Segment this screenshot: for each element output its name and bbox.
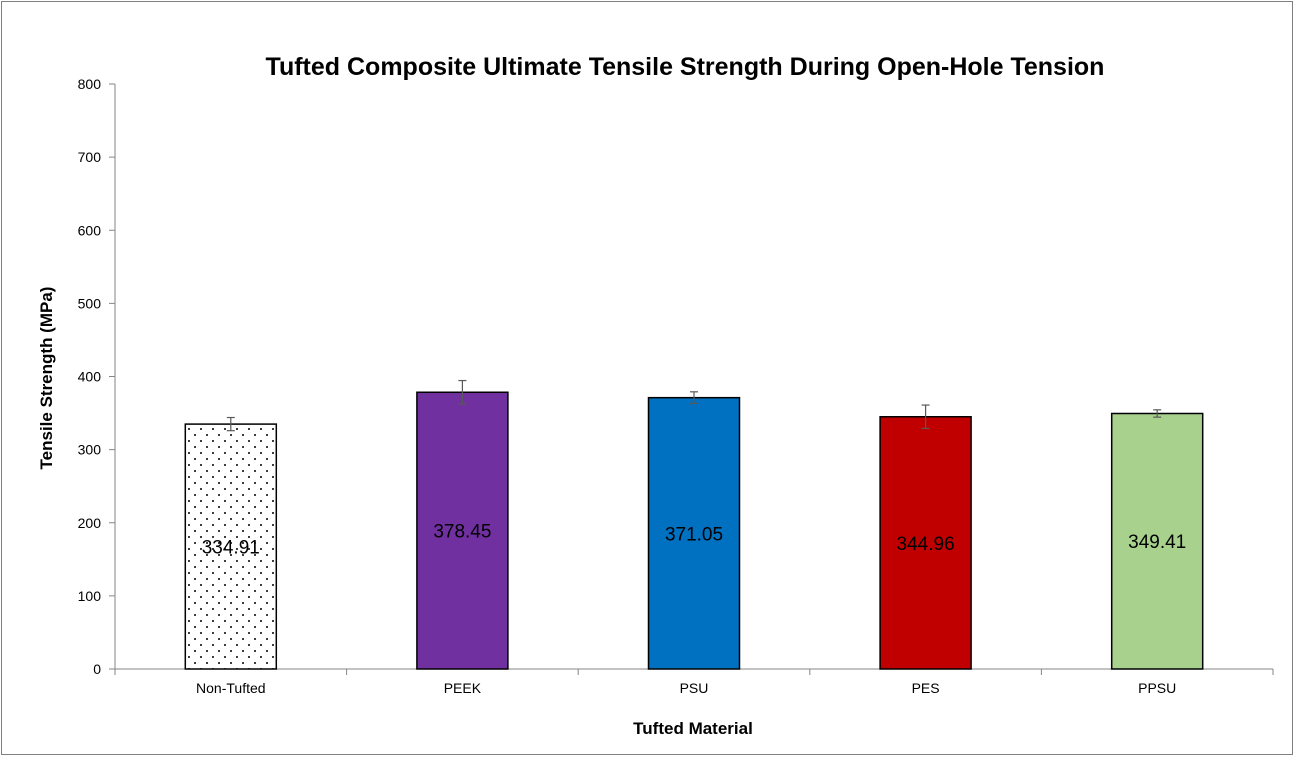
data-label: 349.41	[1128, 532, 1186, 553]
y-tick-label: 700	[78, 149, 102, 165]
data-label: 378.45	[433, 522, 491, 543]
bar-ppsu	[1110, 412, 1204, 670]
y-tick-label: 500	[78, 295, 102, 311]
data-label: 371.05	[665, 524, 723, 545]
x-tick-label: PEEK	[444, 680, 482, 696]
data-label: 334.91	[202, 538, 260, 559]
x-axis-title: Tufted Material	[633, 719, 753, 738]
plot-area: 0 100 200 300 400 500 600 700 800 334.91 Non-Tufte…	[78, 76, 1274, 696]
x-tick-label: PSU	[680, 680, 709, 696]
y-tick-label: 200	[78, 515, 102, 531]
chart-title: Tufted Composite Ultimate Tensile Streng…	[266, 53, 1105, 81]
bar-peek	[416, 391, 509, 670]
x-tick-label: PPSU	[1138, 680, 1176, 696]
x-tick-label: PES	[912, 680, 940, 696]
y-tick-label: 300	[78, 442, 102, 458]
bar-non-tufted	[184, 423, 278, 670]
y-tick-label: 800	[78, 76, 102, 92]
y-tick-label: 0	[93, 661, 101, 677]
y-tick-label: 100	[78, 588, 102, 604]
bar-psu	[647, 396, 741, 670]
y-tick-label: 400	[78, 369, 102, 385]
bar-pes	[879, 415, 972, 670]
y-axis-title: Tensile Strength (MPa)	[37, 287, 56, 470]
x-tick-label: Non-Tufted	[196, 680, 266, 696]
data-label: 344.96	[897, 534, 955, 555]
y-tick-label: 600	[78, 222, 102, 238]
